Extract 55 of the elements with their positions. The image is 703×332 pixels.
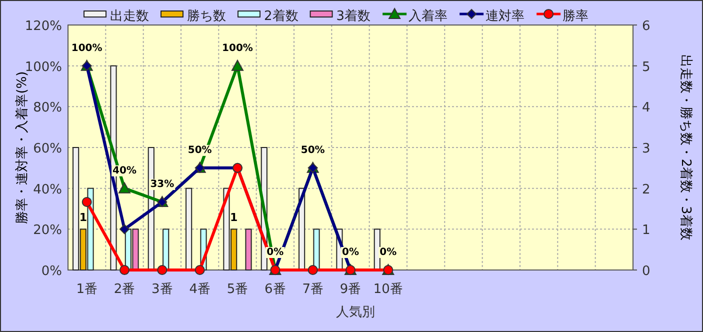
legend-label: 勝ち数 xyxy=(187,9,226,24)
y-tick-label: 80% xyxy=(33,100,62,116)
point xyxy=(232,60,244,71)
x-axis-title: 人気別 xyxy=(336,305,375,320)
data-label: 33% xyxy=(150,179,174,190)
bar xyxy=(245,228,252,270)
legend-label: 入着率 xyxy=(408,8,448,24)
y-tick-label: 60% xyxy=(33,142,62,156)
point xyxy=(157,265,168,275)
data-label: 0% xyxy=(342,247,359,258)
y-axis-title: 勝率・連対率・入着率(%) xyxy=(14,71,30,224)
point xyxy=(82,197,92,208)
data-label: 100% xyxy=(222,42,253,54)
y-tick-label: 40% xyxy=(33,182,62,198)
bar xyxy=(162,228,170,270)
legend-label: 3着数 xyxy=(336,8,371,24)
y-tick-label: 20% xyxy=(33,223,62,238)
legend-label: 勝率 xyxy=(562,8,589,24)
data-label: 0% xyxy=(380,247,397,258)
y-tick-label: 0% xyxy=(41,264,62,279)
legend-label: 連対率 xyxy=(486,8,525,24)
y2-tick-label: 5 xyxy=(642,60,650,75)
y2-axis-title: 出走数・勝ち数・2着数・3着数 xyxy=(678,54,694,240)
data-label: 1 xyxy=(79,211,87,224)
x-tick-label: 2番 xyxy=(114,282,136,297)
legend-label: 出走数 xyxy=(110,9,149,24)
legend-label: 2着数 xyxy=(264,8,298,24)
y2-tick-label: 1 xyxy=(642,223,650,238)
x-tick-label: 7番 xyxy=(302,282,324,297)
x-tick-label: 6番 xyxy=(264,282,286,297)
x-tick-label: 10番 xyxy=(373,282,403,297)
data-label: 40% xyxy=(112,165,136,176)
data-label: 50% xyxy=(188,144,212,156)
point xyxy=(118,182,130,194)
data-label: 100% xyxy=(71,42,102,54)
y-tick-label: 120% xyxy=(24,19,62,34)
data-label: 50% xyxy=(300,144,325,156)
y2-tick-label: 0 xyxy=(642,264,650,279)
x-tick-label: 5番 xyxy=(226,282,248,297)
x-tick-label: 9番 xyxy=(340,282,362,297)
point xyxy=(308,265,318,275)
y2-tick-label: 2 xyxy=(642,182,650,198)
x-tick-label: 1番 xyxy=(76,282,98,297)
point xyxy=(194,265,205,275)
data-label: 1 xyxy=(230,211,238,224)
y2-tick-label: 3 xyxy=(642,142,650,156)
x-tick-label: 4番 xyxy=(189,282,210,297)
bar xyxy=(186,188,192,270)
y2-tick-label: 6 xyxy=(642,19,650,34)
bar xyxy=(313,228,320,270)
data-label: 0% xyxy=(266,247,284,258)
point xyxy=(120,224,130,234)
x-tick-label: 3番 xyxy=(152,282,173,297)
point xyxy=(120,265,130,275)
y2-tick-label: 4 xyxy=(642,100,650,116)
